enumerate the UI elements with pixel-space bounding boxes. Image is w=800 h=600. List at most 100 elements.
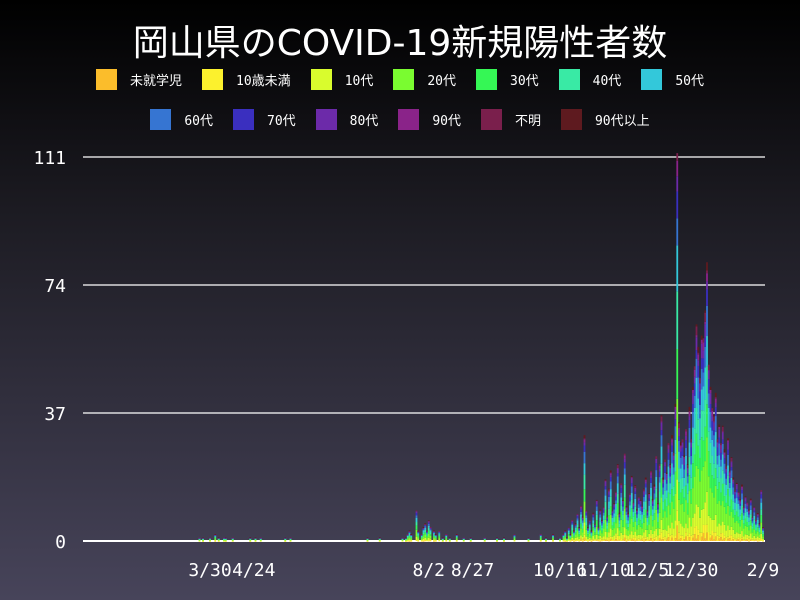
bar-segment [433, 535, 435, 538]
bar-segment [595, 539, 598, 541]
bar-segment [587, 538, 589, 541]
bar-segment [615, 509, 617, 517]
bar-segment [590, 539, 593, 541]
bar-segment [665, 480, 668, 484]
bar-segment [730, 470, 733, 478]
bar-segment [217, 539, 220, 541]
bar-segment [597, 532, 600, 535]
bar-segment [646, 536, 649, 540]
bar-segment [704, 426, 707, 462]
bar-segment [711, 408, 714, 411]
bar-segment [613, 539, 616, 541]
bar-segment [433, 531, 435, 533]
bar-segment [609, 528, 612, 537]
bar-segment [660, 422, 663, 431]
bar-segment [562, 536, 565, 538]
bar-segment [405, 540, 407, 542]
bar-segment [704, 538, 707, 541]
bar-segment [424, 523, 427, 525]
bar-segment [637, 538, 640, 541]
bar-segment [592, 539, 595, 541]
bar-segment [713, 416, 715, 422]
bar-segment [433, 537, 435, 540]
bar-segment [424, 540, 427, 542]
legend-label: 90代 [432, 114, 461, 129]
bar-segment [422, 534, 425, 537]
bar-segment [609, 477, 612, 482]
bar-segment [760, 502, 763, 510]
legend-item: 10歳未満 [202, 69, 291, 90]
bar-segment [646, 510, 649, 512]
bar-segment [693, 369, 696, 377]
bar-segment [749, 538, 752, 540]
bar-segment [643, 491, 645, 495]
bar-segment [755, 527, 757, 531]
bar-segment [749, 505, 752, 510]
bar-segment [737, 496, 740, 501]
bar-segment [599, 509, 602, 511]
bar-segment [623, 537, 626, 541]
bar-segment [678, 532, 680, 540]
bar-segment [683, 497, 686, 512]
bar-segment [214, 534, 217, 535]
bar-segment [622, 539, 624, 541]
bar-segment [683, 469, 686, 478]
bar-segment [567, 539, 570, 541]
bar-segment [623, 484, 626, 498]
bar-segment [723, 524, 726, 536]
bar-segment [678, 539, 680, 541]
bar-segment [566, 537, 568, 539]
bar-segment [441, 539, 444, 541]
bar-segment [625, 540, 628, 542]
bar-segment [427, 540, 430, 542]
bar-segment [646, 525, 649, 530]
bar-segment [749, 539, 752, 541]
bar-segment [259, 540, 262, 542]
bar-segment [655, 497, 658, 510]
bar-segment [671, 451, 673, 464]
bar-segment [686, 535, 689, 541]
bar-segment [427, 533, 430, 538]
bar-segment [616, 493, 619, 503]
bar-segment [723, 506, 726, 525]
bar-segment [214, 540, 217, 542]
bar-segment [198, 538, 201, 540]
bar-segment [746, 509, 749, 512]
bar-segment [755, 525, 757, 528]
bar-segment [588, 540, 591, 541]
bar-segment [700, 335, 703, 340]
bar-segment [742, 519, 745, 524]
bar-segment [585, 522, 588, 526]
bar-segment [697, 445, 700, 469]
bar-segment [742, 523, 745, 529]
bar-segment [679, 451, 682, 458]
bar-segment [742, 515, 745, 520]
bar-segment [755, 521, 757, 523]
legend-swatch [233, 109, 254, 130]
bar-segment [699, 517, 701, 533]
bar-segment [665, 483, 668, 491]
bar-segment [580, 511, 582, 515]
bar-segment [571, 521, 574, 523]
bar-segment [718, 437, 721, 444]
bar-segment [679, 445, 682, 447]
bar-segment [758, 524, 761, 526]
bar-segment [650, 475, 652, 479]
bar-segment [672, 467, 675, 475]
bar-segment [732, 483, 735, 488]
bar-segment [693, 513, 696, 528]
bar-segment [714, 398, 717, 403]
bar-segment [434, 537, 437, 539]
bar-segment [445, 537, 448, 539]
bar-segment [739, 538, 742, 541]
bar-segment [751, 523, 754, 527]
bar-segment [644, 517, 647, 530]
bar-segment [601, 519, 603, 521]
bar-segment [704, 346, 707, 368]
bar-segment [643, 508, 645, 516]
bar-segment [223, 538, 225, 540]
bar-segment [588, 527, 591, 531]
x-tick-label: 3/30 [188, 560, 231, 581]
bar-segment [578, 530, 581, 533]
legend-swatch [641, 69, 663, 90]
